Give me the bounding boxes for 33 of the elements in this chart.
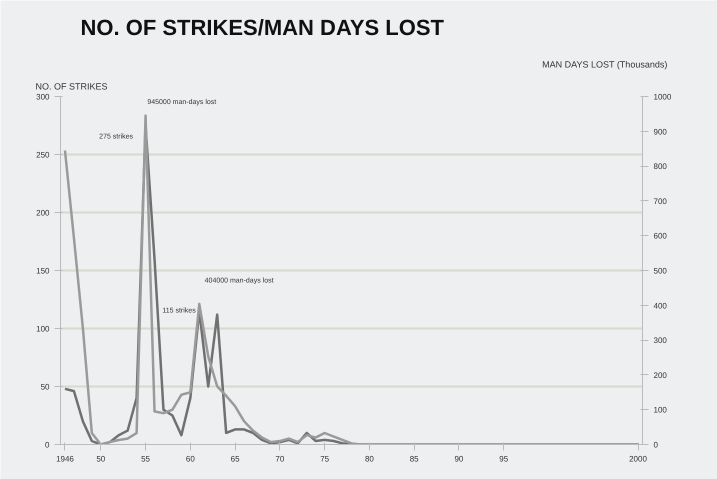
x-tick-label: 90 [454, 454, 464, 464]
y-tick-label: 300 [36, 92, 50, 102]
y2-tick-label: 300 [654, 336, 668, 346]
y2-tick-label: 800 [654, 162, 668, 172]
y-tick-label: 50 [40, 382, 50, 392]
y2-tick-label: 500 [654, 266, 668, 276]
y2-axis-title: MAN DAYS LOST (Thousands) [542, 60, 668, 70]
y2-tick-label: 0 [654, 440, 658, 450]
y2-tick-label: 100 [654, 406, 668, 415]
y-tick-label: 0 [45, 440, 50, 450]
y-axis-title: NO. OF STRIKES [36, 82, 108, 92]
x-tick-label: 50 [96, 454, 106, 464]
y2-tick-label: 900 [654, 127, 668, 136]
x-tick-label: 80 [364, 454, 374, 464]
y2-tick-label: 200 [654, 370, 668, 380]
chart-title: NO. OF STRIKES/MAN DAYS LOST [80, 15, 444, 40]
x-tick-label: 2000 [629, 454, 648, 464]
y2-tick-label: 600 [654, 232, 668, 241]
x-tick-label: 85 [410, 454, 420, 464]
x-tick-label: 65 [230, 454, 240, 464]
y-tick-label: 200 [36, 208, 50, 218]
y2-tick-label: 400 [654, 301, 668, 310]
x-tick-label: 95 [499, 454, 509, 464]
y-tick-label: 150 [36, 266, 50, 276]
y2-tick-label: 700 [654, 196, 668, 206]
y2-tick-label: 1000 [654, 92, 672, 102]
x-tick-label: 1946 [56, 454, 74, 464]
x-tick-label: 60 [186, 454, 196, 464]
y-tick-label: 250 [36, 150, 50, 160]
y-tick-label: 100 [36, 324, 50, 334]
x-tick-label: 55 [141, 454, 151, 464]
x-tick-label: 75 [320, 454, 330, 464]
x-tick-label: 70 [275, 454, 285, 464]
